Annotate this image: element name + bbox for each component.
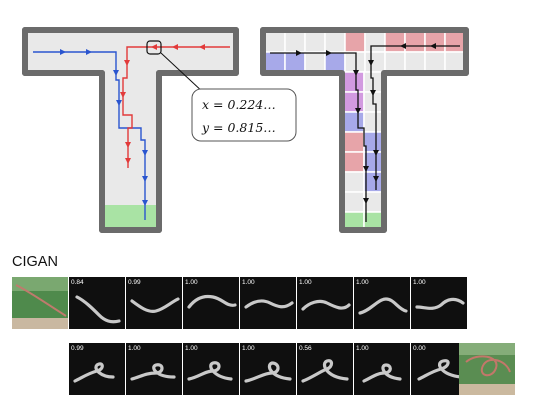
frame-background [411,277,467,329]
grid-cell [324,31,346,53]
rope [415,297,465,310]
grid-cell [264,31,286,53]
zoom-marker [146,40,162,55]
confidence-score: 1.00 [356,279,369,286]
frame-background [354,277,410,329]
cigan-title: CIGAN [12,254,58,270]
grid-cell [404,31,426,53]
grid-trajectory-right [370,45,460,190]
goal-observation-photo [459,343,515,395]
continuous-maze-wall-outline [22,27,239,233]
grid-cell [284,31,306,53]
grid-cell [343,171,365,193]
rope [187,294,237,309]
rope-frame: 0.99 [126,277,182,329]
rope [417,359,463,381]
confidence-score: 1.00 [185,345,198,352]
rope [362,363,402,383]
grid-cell [364,51,386,73]
rope-frame: 1.00 [183,343,239,395]
confidence-score: 1.00 [413,279,426,286]
grid-maze-wall-outline [260,27,469,233]
red-trajectory-arrows [120,44,205,164]
rope [73,362,115,383]
grid-cell [344,51,366,73]
grid-cell [343,71,365,93]
rope [358,297,408,315]
rope [244,299,294,309]
cigan-row-2: 0.99 1.00 1.00 1.00 0.56 1.00 0.00 [69,343,515,395]
confidence-score: 0.99 [128,279,141,286]
confidence-score: 1.00 [242,345,255,352]
cigan-row-1: 0.84 0.99 1.00 1.00 1.00 1.00 1.00 [12,277,467,329]
blue-trajectory [33,51,146,220]
grid-cell [344,31,366,53]
confidence-score: 0.56 [299,345,312,352]
confidence-score: 1.00 [242,279,255,286]
grid-cell [444,51,466,73]
confidence-score: 0.00 [413,345,426,352]
rope-frame: 1.00 [126,343,182,395]
frame-background [240,343,296,395]
grid-cell [304,31,326,53]
rope-frame: 1.00 [411,277,467,329]
confidence-score: 0.99 [71,345,84,352]
grid-cells [264,31,466,233]
grid-cell [343,191,365,213]
rope [244,361,292,383]
rope-frame: 0.56 [297,343,353,395]
callout-line [160,52,206,95]
rope-frame: 1.00 [240,343,296,395]
grid-cell [384,31,406,53]
rope [130,363,176,381]
coordinate-callout [191,88,297,142]
rope [75,295,121,324]
grid-cell [284,51,306,73]
grid-cell [343,131,365,153]
grid-cell [424,51,446,73]
red-trajectory [122,46,230,168]
coordinate-x-label: x = 0.224… [202,97,276,112]
grid-cell [343,91,365,113]
rope-frame: 1.00 [240,277,296,329]
confidence-score: 1.00 [185,279,198,286]
grid-cell [364,31,386,53]
grid-cell [404,51,426,73]
rope-frame: 1.00 [354,343,410,395]
rope [130,297,180,313]
grid-cell [304,51,326,73]
grid-cell [343,151,365,173]
blue-trajectory-arrows [60,49,148,206]
confidence-score: 0.84 [71,279,84,286]
rope [301,299,351,311]
continuous-goal-region [105,205,156,228]
rope-frame: 1.00 [183,277,239,329]
grid-cell [343,111,365,133]
confidence-score: 1.00 [128,345,141,352]
grid-trajectory-arrows [296,43,436,204]
grid-trajectory-left [270,52,367,222]
rope-frame: 0.00 [411,343,467,395]
row1-frames: 0.84 0.99 1.00 1.00 1.00 1.00 1.00 [69,277,467,329]
grid-cell [444,31,466,53]
row2-frames: 0.99 1.00 1.00 1.00 0.56 1.00 0.00 [69,343,467,395]
rope-frame: 1.00 [297,277,353,329]
grid-cell [424,31,446,53]
confidence-score: 1.00 [356,345,369,352]
rope-frame: 0.99 [69,343,125,395]
rope [301,359,349,383]
coordinate-y-label: y = 0.815… [201,120,276,135]
confidence-score: 1.00 [299,279,312,286]
rope-frame: 1.00 [354,277,410,329]
grid-maze-panel [260,27,469,233]
rope [187,361,233,381]
grid-cell [264,51,286,73]
start-observation-photo [12,277,68,329]
grid-cell [384,51,406,73]
continuous-maze-panel: x = 0.224… y = 0.815… [22,27,297,233]
rope-frame: 0.84 [69,277,125,329]
